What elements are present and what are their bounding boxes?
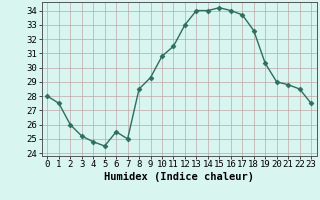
- X-axis label: Humidex (Indice chaleur): Humidex (Indice chaleur): [104, 172, 254, 182]
